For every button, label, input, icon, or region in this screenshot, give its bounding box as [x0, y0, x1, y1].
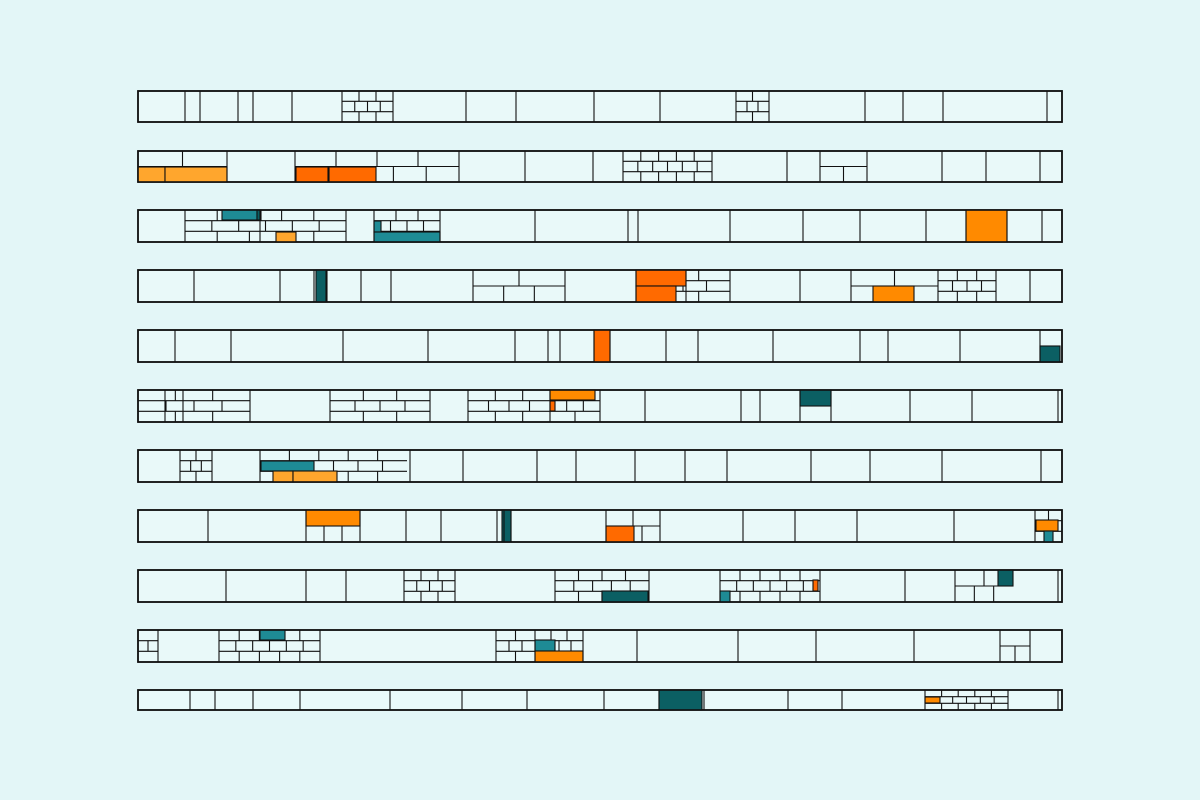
accent-block	[292, 470, 338, 483]
accent-block	[373, 231, 441, 243]
accent-block	[305, 509, 361, 527]
accent-block	[965, 209, 1008, 243]
strip-11	[137, 689, 1063, 711]
accent-block	[593, 329, 611, 363]
strip-border	[137, 629, 1063, 663]
accent-block	[373, 220, 382, 233]
accent-block	[605, 525, 635, 543]
accent-block	[997, 569, 1014, 587]
strip-border	[137, 150, 1063, 183]
accent-block	[658, 689, 703, 711]
strip-border	[137, 389, 1063, 423]
strip-1	[137, 90, 1063, 123]
strip-8	[137, 509, 1063, 543]
strip-frame	[137, 569, 1063, 603]
strip-border	[137, 569, 1063, 603]
accent-block	[534, 639, 556, 652]
accent-block	[635, 285, 677, 303]
accent-block	[259, 629, 286, 641]
accent-block	[295, 166, 329, 183]
accent-block	[328, 166, 377, 183]
strip-border	[137, 449, 1063, 483]
accent-block	[275, 231, 297, 243]
accent-block	[872, 285, 915, 303]
strip-group	[137, 90, 1063, 711]
accent-block	[812, 579, 819, 592]
accent-block	[799, 389, 832, 407]
strip-frame	[137, 90, 1063, 123]
strip-frame	[137, 689, 1063, 711]
accent-block	[601, 590, 649, 603]
strip-border	[137, 329, 1063, 363]
accent-block	[924, 696, 941, 704]
accent-block	[315, 269, 327, 303]
strip-border	[137, 209, 1063, 243]
strip-5	[137, 329, 1063, 363]
accent-block	[164, 166, 228, 183]
accent-block	[534, 650, 584, 663]
strip-10	[137, 629, 1063, 663]
strip-6	[137, 389, 1063, 423]
strip-frame	[137, 509, 1063, 543]
accent-block	[501, 509, 512, 543]
strip-3	[137, 209, 1063, 243]
accent-block	[137, 166, 166, 183]
strip-2	[137, 150, 1063, 183]
strip-border	[137, 269, 1063, 303]
accent-block	[1039, 345, 1061, 363]
strip-9	[137, 569, 1063, 603]
accent-block	[1043, 530, 1054, 543]
accent-block	[1035, 519, 1059, 532]
accent-block	[635, 269, 687, 287]
accent-block	[221, 209, 258, 221]
strip-border	[137, 689, 1063, 711]
accent-block	[719, 590, 731, 603]
accent-block	[260, 460, 315, 472]
strip-border	[137, 509, 1063, 543]
accent-block	[549, 389, 596, 401]
strip-frame	[137, 150, 1063, 183]
strip-7	[137, 449, 1063, 483]
strip-4	[137, 269, 1063, 303]
accent-block	[272, 470, 294, 483]
accent-block	[549, 400, 556, 412]
strip-border	[137, 90, 1063, 123]
